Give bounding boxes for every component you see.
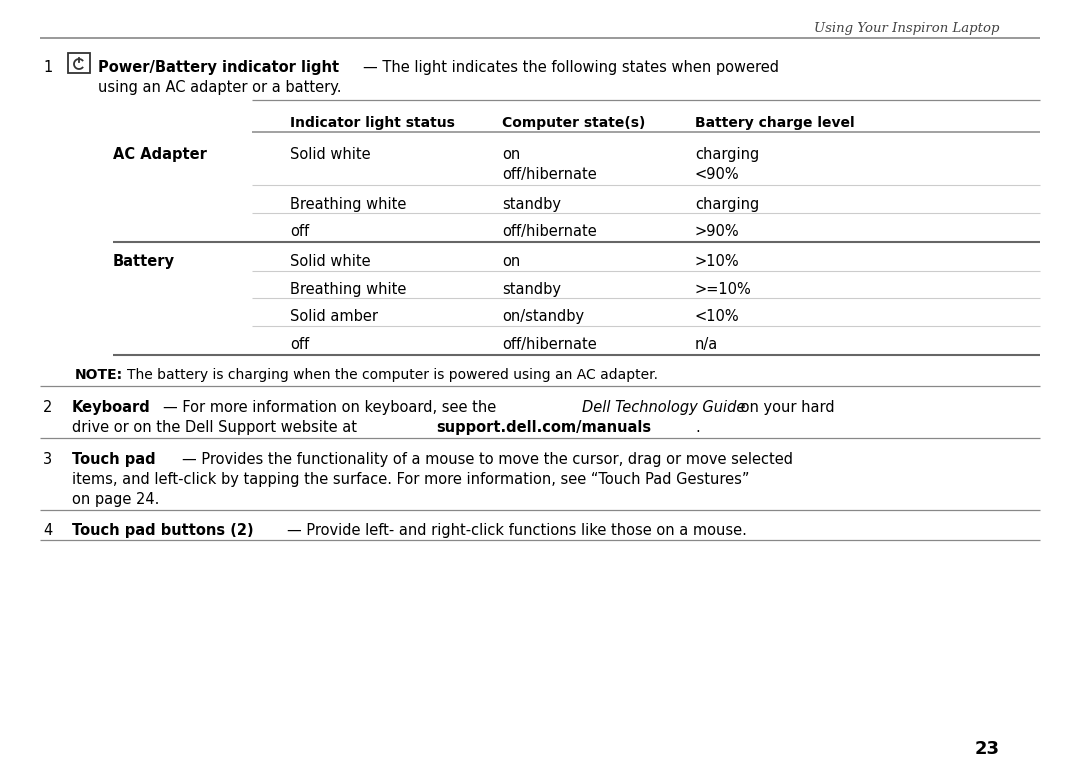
Text: n/a: n/a — [696, 337, 718, 352]
Text: on: on — [502, 147, 521, 162]
Text: Power/Battery indicator light: Power/Battery indicator light — [98, 60, 339, 75]
Text: The battery is charging when the computer is powered using an AC adapter.: The battery is charging when the compute… — [127, 368, 658, 382]
Text: Computer state(s): Computer state(s) — [502, 116, 646, 130]
Text: Keyboard: Keyboard — [72, 400, 151, 415]
Text: on/standby: on/standby — [502, 309, 584, 324]
Text: — The light indicates the following states when powered: — The light indicates the following stat… — [363, 60, 779, 75]
Text: Battery charge level: Battery charge level — [696, 116, 854, 130]
Text: off/hibernate: off/hibernate — [502, 224, 597, 239]
Text: >10%: >10% — [696, 254, 740, 269]
Text: Breathing white: Breathing white — [291, 197, 406, 212]
Text: items, and left-click by tapping the surface. For more information, see “Touch P: items, and left-click by tapping the sur… — [72, 472, 750, 487]
Text: 4: 4 — [43, 523, 52, 538]
Text: on your hard: on your hard — [735, 400, 835, 415]
Text: Using Your Inspiron Laptop: Using Your Inspiron Laptop — [814, 22, 1000, 35]
Text: Solid amber: Solid amber — [291, 309, 378, 324]
Text: 23: 23 — [975, 740, 1000, 758]
Text: Touch pad: Touch pad — [72, 452, 156, 467]
Text: Breathing white: Breathing white — [291, 282, 406, 297]
Text: Solid white: Solid white — [291, 254, 370, 269]
Text: 1: 1 — [43, 60, 52, 75]
Text: on page 24.: on page 24. — [72, 492, 160, 507]
Text: support.dell.com/manuals: support.dell.com/manuals — [436, 420, 651, 435]
Text: standby: standby — [502, 282, 561, 297]
Text: — For more information on keyboard, see the: — For more information on keyboard, see … — [163, 400, 501, 415]
Text: — Provide left- and right-click functions like those on a mouse.: — Provide left- and right-click function… — [287, 523, 747, 538]
Text: NOTE:: NOTE: — [75, 368, 123, 382]
Text: Solid white: Solid white — [291, 147, 370, 162]
Text: off/hibernate: off/hibernate — [502, 337, 597, 352]
Text: off: off — [291, 337, 309, 352]
Text: AC Adapter: AC Adapter — [113, 147, 207, 162]
Text: <90%: <90% — [696, 167, 740, 182]
Text: on: on — [502, 254, 521, 269]
Text: Touch pad buttons (2): Touch pad buttons (2) — [72, 523, 254, 538]
Text: .: . — [696, 420, 700, 435]
Text: — Provides the functionality of a mouse to move the cursor, drag or move selecte: — Provides the functionality of a mouse … — [183, 452, 793, 467]
Text: charging: charging — [696, 147, 759, 162]
Text: 2: 2 — [43, 400, 52, 415]
Text: charging: charging — [696, 197, 759, 212]
Text: Battery: Battery — [113, 254, 175, 269]
Text: standby: standby — [502, 197, 561, 212]
FancyBboxPatch shape — [68, 53, 90, 73]
Text: off: off — [291, 224, 309, 239]
Text: Dell Technology Guide: Dell Technology Guide — [582, 400, 745, 415]
Text: off/hibernate: off/hibernate — [502, 167, 597, 182]
Text: >=10%: >=10% — [696, 282, 752, 297]
Text: 3: 3 — [43, 452, 52, 467]
Text: Indicator light status: Indicator light status — [291, 116, 455, 130]
Text: drive or on the Dell Support website at: drive or on the Dell Support website at — [72, 420, 362, 435]
Text: <10%: <10% — [696, 309, 740, 324]
Text: using an AC adapter or a battery.: using an AC adapter or a battery. — [98, 80, 341, 95]
Text: >90%: >90% — [696, 224, 740, 239]
